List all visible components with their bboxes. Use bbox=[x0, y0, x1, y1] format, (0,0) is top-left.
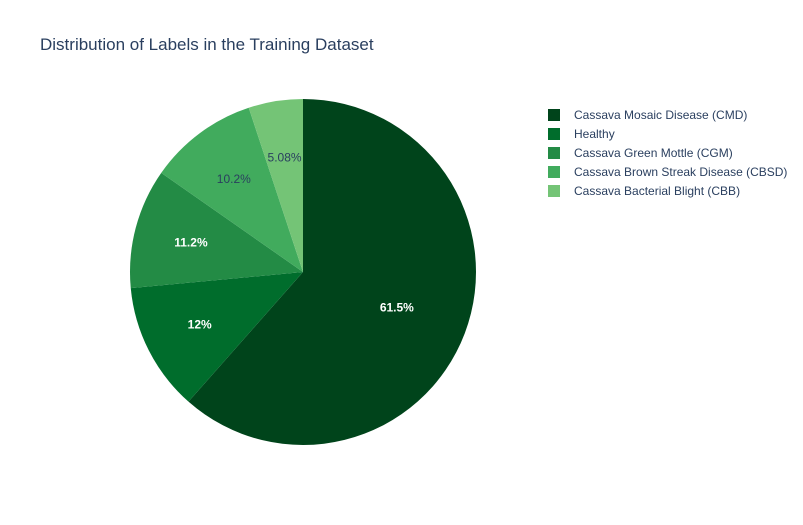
pie-slice-3[interactable] bbox=[161, 107, 303, 272]
legend-swatch-4[interactable] bbox=[548, 185, 560, 197]
chart-title: Distribution of Labels in the Training D… bbox=[40, 35, 374, 54]
legend-swatch-2[interactable] bbox=[548, 147, 560, 159]
legend-label-3[interactable]: Cassava Brown Streak Disease (CBSD) bbox=[574, 165, 787, 179]
pie-slice-label-1: 12% bbox=[188, 318, 212, 332]
pie-slice-label-4: 5.08% bbox=[268, 151, 302, 165]
legend-label-4[interactable]: Cassava Bacterial Blight (CBB) bbox=[574, 184, 740, 198]
legend-label-2[interactable]: Cassava Green Mottle (CGM) bbox=[574, 146, 733, 160]
legend-swatch-1[interactable] bbox=[548, 128, 560, 140]
pie-slice-0[interactable] bbox=[188, 99, 476, 445]
legend-swatch-3[interactable] bbox=[548, 166, 560, 178]
legend: Cassava Mosaic Disease (CMD) Healthy Cassa… bbox=[548, 108, 787, 198]
pie-slice-labels: 61.5% 12% 11.2% 10.2% 5.08% bbox=[174, 151, 414, 332]
pie-slice-label-0: 61.5% bbox=[380, 301, 414, 315]
pie-slice-4[interactable] bbox=[248, 99, 303, 272]
legend-label-0[interactable]: Cassava Mosaic Disease (CMD) bbox=[574, 108, 747, 122]
legend-swatch-0[interactable] bbox=[548, 109, 560, 121]
pie-slice-1[interactable] bbox=[130, 272, 303, 402]
legend-label-1[interactable]: Healthy bbox=[574, 127, 615, 141]
pie-slice-label-2: 11.2% bbox=[174, 235, 208, 249]
pie-slice-label-3: 10.2% bbox=[217, 172, 251, 186]
pie-slices bbox=[129, 99, 476, 445]
pie-slice-2[interactable] bbox=[129, 172, 303, 289]
